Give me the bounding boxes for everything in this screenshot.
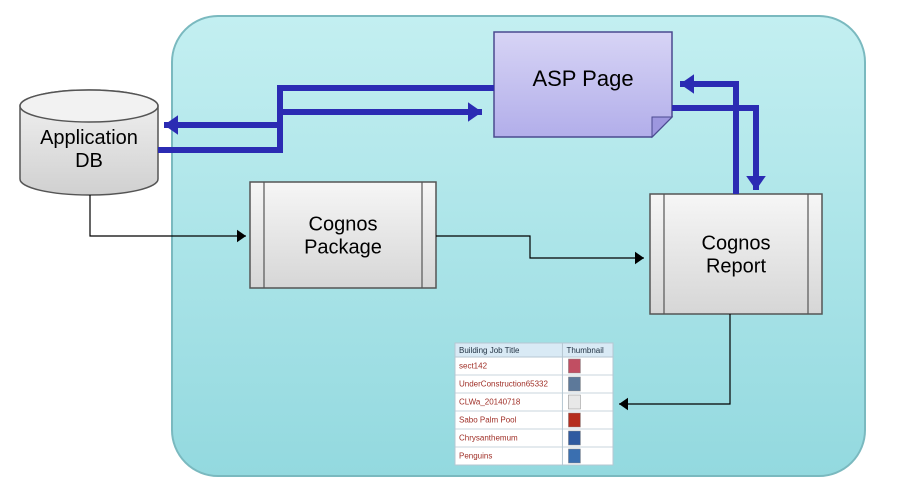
svg-text:UnderConstruction65332: UnderConstruction65332: [459, 380, 548, 389]
svg-text:Building Job Title: Building Job Title: [459, 346, 520, 355]
svg-text:ASP Page: ASP Page: [532, 66, 633, 91]
svg-text:Thumbnail: Thumbnail: [566, 346, 604, 355]
svg-text:sect142: sect142: [459, 362, 488, 371]
svg-text:CLWa_20140718: CLWa_20140718: [459, 398, 521, 407]
diagram-svg: ApplicationDBCognosPackageCognosReportAS…: [0, 0, 900, 500]
svg-text:CognosReport: CognosReport: [702, 233, 771, 278]
svg-text:Sabo Palm Pool: Sabo Palm Pool: [459, 416, 517, 425]
node-preview-table: Building Job Title Thumbnail sect142 UnderC…: [455, 343, 613, 465]
svg-text:CognosPackage: CognosPackage: [304, 214, 382, 259]
svg-text:Chrysanthemum: Chrysanthemum: [459, 434, 518, 443]
svg-text:Penguins: Penguins: [459, 452, 492, 461]
